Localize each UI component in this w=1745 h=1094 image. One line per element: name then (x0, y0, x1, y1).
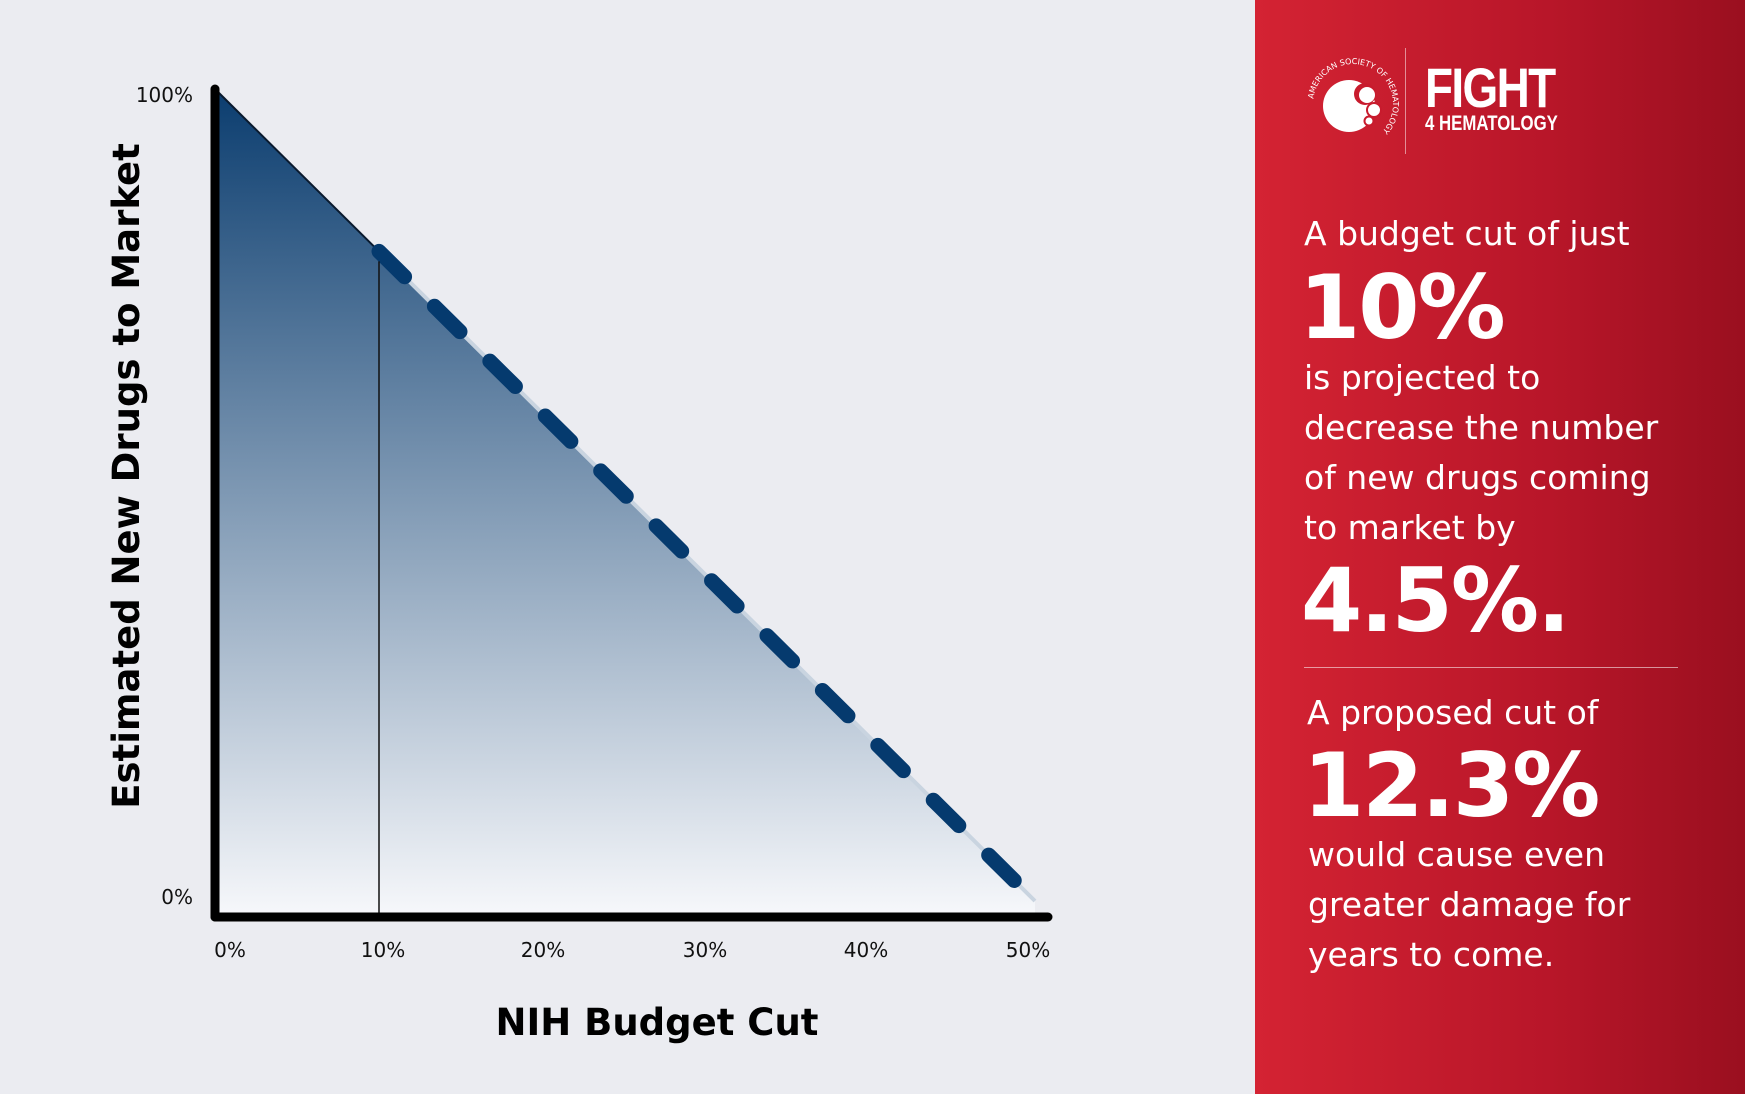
cut-percent: 10% (1299, 256, 1506, 359)
logo-subtitle: 4 HEMATOLOGY (1425, 112, 1558, 135)
intro-text: A budget cut of just (1304, 214, 1630, 253)
x-tick-label: 30% (683, 938, 727, 962)
proposed-cut-percent: 12.3% (1303, 734, 1600, 837)
info-panel: AMERICAN SOCIETY OF HEMATOLOGY FIGHT 4 H… (1255, 0, 1745, 1094)
body-line: decrease the number (1304, 408, 1659, 447)
chart: 100% 0% 0% 10% 20% 30% 40% 50% Estimated New … (105, 83, 1053, 1044)
body-line: greater damage for (1308, 885, 1631, 924)
y-tick-label: 100% (136, 83, 193, 107)
logo-title: FIGHT (1425, 56, 1556, 119)
body-line: to market by (1304, 508, 1516, 547)
ash-logo: AMERICAN SOCIETY OF HEMATOLOGY (1306, 57, 1400, 136)
x-tick-label: 0% (214, 938, 246, 962)
logo-divider (1405, 48, 1406, 154)
dashed-trend-line (371, 243, 1043, 909)
decrease-percent: 4.5%. (1301, 549, 1570, 652)
intro2-text: A proposed cut of (1307, 693, 1599, 732)
body-line: is projected to (1304, 358, 1541, 397)
x-tick-label: 20% (521, 938, 565, 962)
x-axis-title: NIH Budget Cut (496, 1001, 819, 1044)
solid-trend-line (214, 88, 380, 253)
x-tick-label: 10% (361, 938, 405, 962)
body-line: years to come. (1308, 935, 1555, 974)
x-tick-label: 40% (844, 938, 888, 962)
body-line: of new drugs coming (1304, 458, 1651, 497)
y-tick-label: 0% (161, 885, 193, 909)
divider (1304, 667, 1678, 668)
y-axis-title: Estimated New Drugs to Market (105, 143, 148, 809)
body-line: would cause even (1308, 835, 1606, 874)
x-tick-label: 50% (1006, 938, 1050, 962)
